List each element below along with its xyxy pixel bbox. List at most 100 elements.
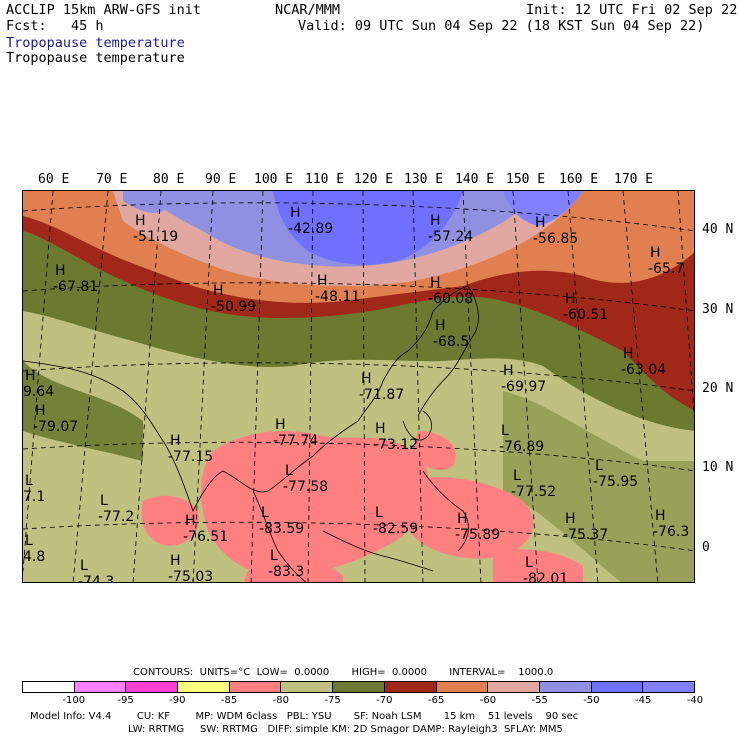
map-value-label: -79.07 [33,419,78,435]
map-value-label: -77.74 [273,433,318,449]
map-panel: H -51.19 H -42.89 H -57.24 H -56.85 H -65.7 H -67.8… [22,190,695,583]
colorbar-tick-label: -70 [376,695,393,706]
map-value-label: -57.24 [428,229,473,245]
map-value-label: -48.11 [315,289,360,305]
map-value-label: -74.3 [78,574,114,583]
colorbar-swatch [178,682,230,692]
map-marker: H [135,213,146,229]
colorbar-tick-label: -45 [635,695,652,706]
map-marker: H [655,508,666,524]
map-value-label: -75.89 [455,527,500,543]
map-value-label: -56.85 [533,231,578,247]
map-value-label: -83.3 [268,564,304,580]
colorbar-swatch [384,682,437,692]
lat-label: 10 N [702,460,734,475]
map-value-label: -67.81 [53,279,98,295]
lon-label: 100 E [254,172,294,187]
colorbar-tick-label: -85 [220,695,238,706]
map-marker: L [525,555,533,571]
map-marker: L [285,463,293,479]
colorbar-tick-label: -75 [324,695,341,706]
colorbar-tick-label: -40 [686,695,704,706]
map-marker: H [503,363,514,379]
colorbar-tick-label: -100 [62,695,86,706]
map-value-label: -73.12 [373,437,418,453]
colorbar-swatch [126,682,179,692]
colorbar-swatch [229,682,282,692]
colorbar-swatch [539,682,592,692]
map-value-label: -60.08 [428,291,473,307]
contours-line: CONTOURS: UNITS=°C LOW= 0.0000 HIGH= 0.0… [133,667,554,678]
map-marker: L [25,473,33,489]
map-marker: H [435,318,446,334]
map-marker: H [25,368,36,384]
model-info-line: Model Info: V4.4 CU: KF MP: WDM 6class P… [30,711,579,722]
map-value-label: 7.1 [23,489,45,505]
lon-label: 150 E [506,172,546,187]
lon-label: 60 E [38,172,70,187]
map-value-label: 4.8 [23,549,45,565]
map-marker: H [185,513,196,529]
map-marker: H [375,421,386,437]
map-value-label: 9.64 [23,384,54,400]
map-marker: H [457,511,468,527]
init-time: Init: 12 UTC Fri 02 Sep 22 [526,2,738,18]
map-marker: L [100,493,108,509]
map-marker: H [535,215,546,231]
colorbar-tick-label: -55 [531,695,548,706]
map-marker: H [275,417,286,433]
colorbar-swatch [74,682,127,692]
model-physics-line: LW: RRTMG SW: RRTMG DIFF: simple KM: 2D … [128,724,563,735]
map-value-label: -42.89 [288,221,333,237]
map-marker: H [650,245,661,261]
lon-label: 140 E [455,172,495,187]
map-annotations: H-51.19H-42.89 H-57.24H-56.85H-65.7H-67.8… [23,205,689,583]
map-marker: H [290,205,301,221]
lat-label: 20 N [702,381,734,396]
lat-label: 0 [702,540,710,555]
map-value-label: -50.99 [211,299,256,315]
forecast-hour: Fcst: 45 h [6,18,104,34]
colorbar-swatch [281,682,334,692]
map-value-label: -63.04 [621,362,666,378]
colorbar-tick-label: -60 [479,695,497,706]
map-marker: L [375,505,383,521]
lon-label: 90 E [205,172,237,187]
map-marker: L [501,423,509,439]
colorbar-swatch [23,682,75,692]
map-value-label: -75.03 [168,569,213,583]
colorbar [22,681,695,693]
colorbar-swatch [488,682,540,692]
map-value-label: -75.37 [563,527,608,543]
map-value-label: -82.01 [523,571,568,583]
colorbar-swatch [436,682,489,692]
map-value-label: -83.59 [259,521,304,537]
model-title: ACCLIP 15km ARW-GFS init [6,2,202,18]
map-marker: H [430,213,441,229]
colorbar-tick-label: -95 [117,695,134,706]
lon-label: 120 E [354,172,394,187]
map-marker: H [565,291,576,307]
map-marker: L [261,505,269,521]
map-value-label: -51.19 [133,229,178,245]
map-marker: L [80,558,88,574]
map-value-label: -69.97 [501,379,546,395]
lon-label: 70 E [96,172,128,187]
colorbar-swatch [333,682,385,692]
map-marker: H [170,553,181,569]
valid-time: Valid: 09 UTC Sun 04 Sep 22 (18 KST Sun … [298,18,705,34]
map-value-label: -77.52 [511,484,556,500]
map-value-label: -77.15 [168,449,213,465]
map-marker: L [270,548,278,564]
field-title: Tropopause temperature [6,35,185,51]
map-value-label: -65.7 [648,261,684,277]
lon-label: 110 E [305,172,345,187]
map-marker: L [513,468,521,484]
map-marker: H [35,403,46,419]
map-marker: H [430,275,441,291]
lat-label: 40 N [702,222,734,237]
map-marker: L [25,533,33,549]
map-marker: H [623,346,634,362]
map-marker: L [595,458,603,474]
map-marker: H [361,371,372,387]
